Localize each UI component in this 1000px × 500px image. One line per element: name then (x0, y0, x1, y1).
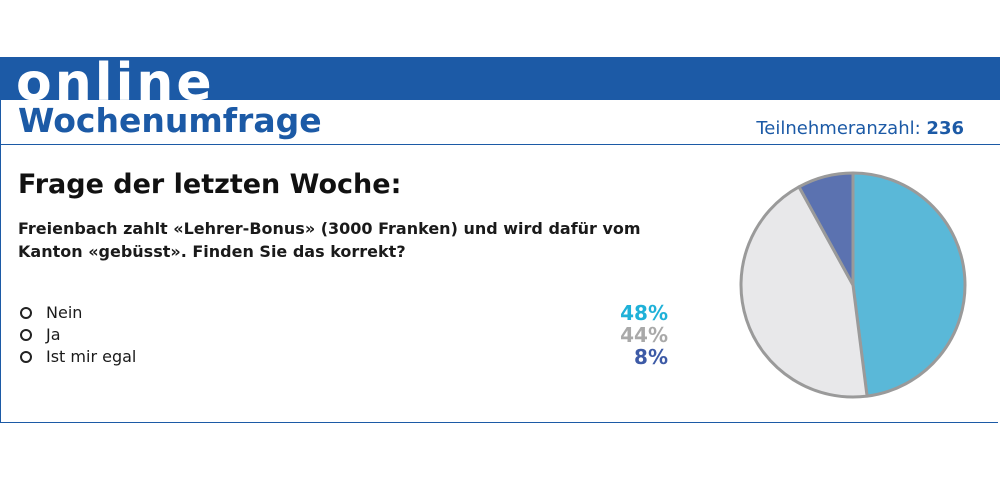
poll-heading: Frage der letzten Woche: (18, 169, 402, 200)
option-label: Ja (46, 325, 61, 344)
brand-online: online (16, 57, 215, 100)
option-percent: 44% (620, 323, 668, 347)
option-label: Ist mir egal (46, 347, 137, 366)
participants-number: 236 (926, 118, 964, 139)
radio-circle-icon (20, 351, 32, 363)
option-nein: Nein 48% (18, 302, 668, 324)
option-ja: Ja 44% (18, 324, 668, 346)
option-label: Nein (46, 303, 83, 322)
option-percent: 48% (620, 301, 668, 325)
page-title: Wochenumfrage (18, 101, 322, 140)
header-bar: online (0, 57, 1000, 100)
option-ist-mir-egal: Ist mir egal 8% (18, 346, 668, 368)
poll-options: Nein 48% Ja 44% Ist mir egal 8% (18, 302, 668, 368)
pie-chart (739, 171, 967, 399)
participants-count: Teilnehmeranzahl: 236 (756, 117, 964, 141)
radio-circle-icon (20, 307, 32, 319)
option-percent: 8% (634, 345, 668, 369)
pie-slice-ist-mir-egal (797, 171, 855, 287)
header-divider (0, 144, 1000, 145)
poll-question: Freienbach zahlt «Lehrer-Bonus» (3000 Fr… (18, 219, 641, 261)
pie-slice-nein (851, 171, 967, 398)
participants-label: Teilnehmeranzahl: (756, 118, 921, 139)
pie-slice-ja (739, 185, 869, 399)
radio-circle-icon (20, 329, 32, 341)
